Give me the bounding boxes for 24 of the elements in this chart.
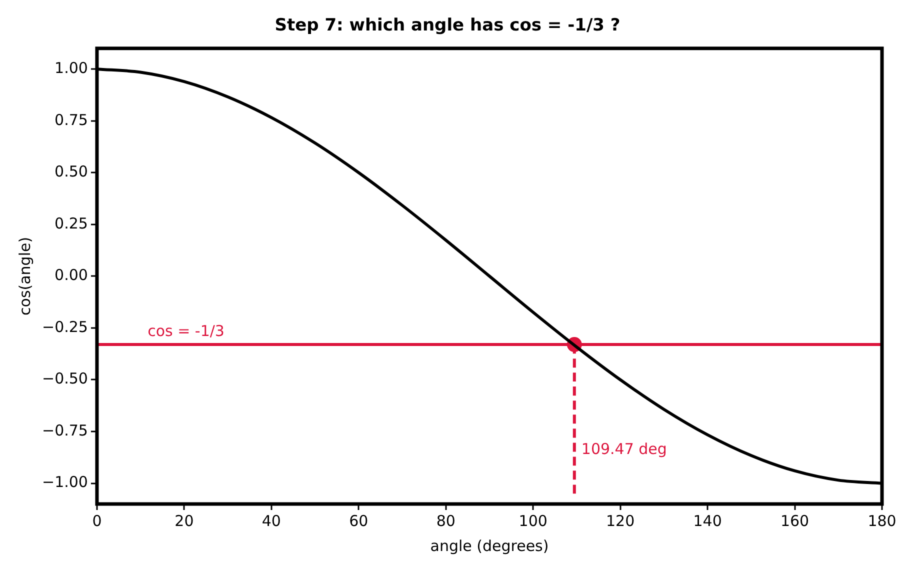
x-tick-label: 160	[780, 512, 810, 530]
y-axis-title: cos(angle)	[16, 236, 34, 316]
y-tick-label: 0.75	[54, 110, 88, 129]
x-tick-label: 60	[349, 512, 368, 530]
y-tick-label: 1.00	[54, 59, 88, 77]
y-tick-label: −0.50	[42, 370, 88, 388]
y-tick-label: −0.25	[42, 318, 88, 336]
annotation: cos = -1/3	[148, 322, 224, 340]
x-tick-label: 80	[436, 512, 456, 530]
x-tick-label: 40	[262, 512, 281, 530]
x-tick-label: 20	[174, 512, 194, 530]
chart-title: Step 7: which angle has cos = -1/3 ?	[274, 16, 620, 36]
x-tick-label: 0	[92, 512, 102, 530]
y-tick-label: 0.25	[54, 214, 88, 232]
x-tick-label: 140	[693, 512, 722, 530]
x-axis-title: angle (degrees)	[430, 536, 549, 555]
y-tick-label: 0.00	[54, 266, 88, 284]
x-tick-label: 180	[868, 512, 896, 530]
y-tick-label: −1.00	[42, 473, 88, 492]
x-tick-label: 120	[606, 512, 635, 530]
y-tick-label: 0.50	[54, 162, 88, 181]
x-tick-label: 100	[518, 512, 548, 530]
annotation: 109.47 deg	[581, 440, 667, 458]
y-tick-label: −0.75	[42, 421, 88, 440]
